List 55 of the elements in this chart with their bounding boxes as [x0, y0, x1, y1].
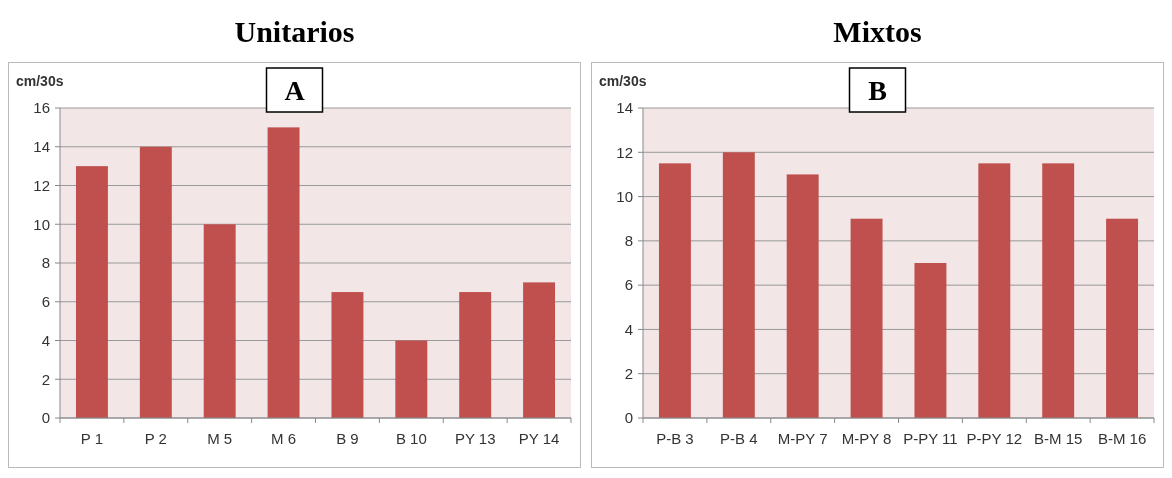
- bar: [395, 340, 428, 418]
- bar: [523, 282, 556, 418]
- bar: [331, 292, 364, 418]
- bar: [786, 174, 819, 418]
- bar: [658, 163, 691, 418]
- y-axis-title: cm/30s: [599, 73, 647, 89]
- y-tick-label: 2: [624, 364, 633, 382]
- bar: [722, 152, 755, 418]
- y-tick-label: 2: [41, 370, 50, 388]
- chart-title: Mixtos: [833, 15, 922, 48]
- x-tick-label: B-M 15: [1034, 430, 1083, 447]
- y-tick-label: 0: [41, 409, 50, 427]
- x-tick-label: B 9: [336, 430, 359, 447]
- y-tick-label: 4: [41, 331, 50, 349]
- bar: [978, 163, 1011, 418]
- bar: [850, 218, 883, 418]
- x-tick-label: P-B 3: [656, 430, 694, 447]
- text: A: [284, 74, 306, 106]
- y-tick-label: 6: [624, 276, 633, 294]
- y-tick-label: 12: [616, 143, 633, 161]
- x-tick-label: PY 14: [518, 430, 560, 447]
- y-tick-label: 10: [616, 187, 633, 205]
- text: B: [868, 74, 887, 106]
- bar: [1106, 218, 1139, 418]
- x-tick-label: P 2: [144, 430, 167, 447]
- y-tick-label: 14: [616, 99, 633, 117]
- y-tick-label: 0: [624, 409, 633, 427]
- x-tick-label: M 6: [271, 430, 297, 447]
- x-tick-label: M-PY 8: [841, 430, 892, 447]
- bar: [139, 146, 172, 418]
- bar: [914, 263, 947, 418]
- y-tick-label: 12: [33, 176, 50, 194]
- y-tick-label: 10: [33, 215, 50, 233]
- y-tick-label: 16: [33, 99, 50, 117]
- x-tick-label: B 10: [395, 430, 427, 447]
- y-tick-label: 14: [33, 138, 50, 155]
- x-tick-label: P-B 4: [720, 430, 758, 447]
- bar: [459, 292, 492, 418]
- bar: [1042, 163, 1075, 418]
- x-tick-label: M 5: [207, 430, 233, 447]
- y-tick-label: 4: [624, 320, 633, 338]
- y-axis-title: cm/30s: [16, 73, 64, 89]
- x-tick-label: P-PY 11: [903, 430, 958, 447]
- bar: [75, 166, 108, 418]
- x-tick-label: P 1: [80, 430, 104, 447]
- y-tick-label: 8: [624, 232, 633, 250]
- bar: [203, 224, 236, 418]
- y-tick-label: 6: [41, 293, 50, 310]
- x-tick-label: P-PY 12: [966, 430, 1023, 447]
- x-tick-label: PY 13: [454, 430, 496, 447]
- x-tick-label: M-PY 7: [777, 430, 828, 447]
- chart-title: Unitarios: [234, 15, 355, 48]
- x-tick-label: B-M 16: [1097, 430, 1147, 447]
- y-tick-label: 8: [41, 254, 50, 272]
- bar: [267, 127, 300, 418]
